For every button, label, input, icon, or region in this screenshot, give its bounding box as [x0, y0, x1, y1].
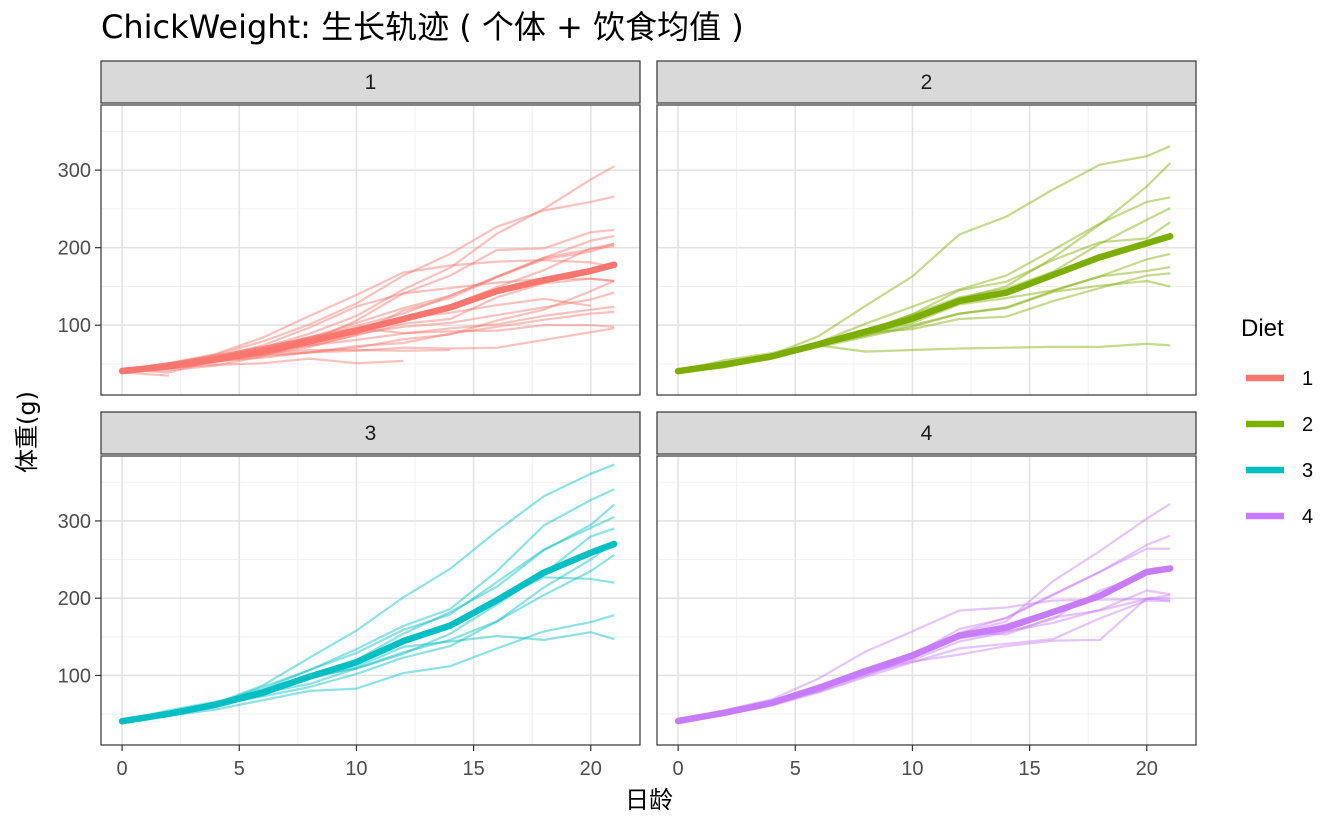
diet-mean-line: [674, 565, 1174, 725]
facet-strip: [100, 411, 641, 455]
x-tick-label: 15: [462, 758, 484, 780]
diet-mean-line: [674, 233, 1174, 375]
panel-border: [656, 455, 1197, 746]
individual-line: [677, 272, 1171, 373]
legend-title: Diet: [1241, 315, 1284, 342]
panel-background: [101, 105, 640, 395]
individual-line: [121, 195, 615, 373]
legend-label: 3: [1302, 460, 1313, 482]
legend-label: 2: [1302, 414, 1313, 436]
facet-strip-label: 4: [921, 422, 933, 445]
panel-background: [657, 105, 1196, 395]
facet-strip-label: 2: [921, 71, 933, 94]
y-tick-label: 300: [58, 160, 91, 182]
individual-line: [677, 597, 1171, 722]
x-axis-title: 日龄: [625, 786, 673, 814]
x-tick-label: 5: [234, 758, 245, 780]
y-axis-ticks: 100 200 300 100 200 300: [58, 160, 101, 687]
facet-panel-1: 1: [100, 60, 641, 396]
panel-border: [100, 455, 641, 746]
x-tick-label: 15: [1018, 758, 1040, 780]
diet-mean-line: [118, 261, 618, 375]
facet-panels: 1 2 3 4: [100, 60, 1197, 746]
x-axis-ticks: 0 5 10 15 20 0 5 10 15 20: [117, 745, 1158, 780]
x-tick-label: 10: [901, 758, 923, 780]
individual-line: [121, 259, 615, 371]
chart-title: ChickWeight: 生长轨迹 ( 个体 + 饮食均值 ): [101, 8, 744, 46]
x-tick-label: 5: [790, 758, 801, 780]
facet-panel-4: 4: [656, 411, 1197, 746]
facet-strip: [100, 60, 641, 104]
panel-background: [101, 456, 640, 745]
y-tick-label: 100: [58, 665, 91, 687]
facet-strip: [656, 411, 1197, 455]
legend-label: 1: [1302, 368, 1313, 390]
x-tick-label: 10: [345, 758, 367, 780]
x-tick-label: 20: [1136, 758, 1158, 780]
panel-background: [657, 456, 1196, 745]
x-tick-label: 20: [580, 758, 602, 780]
x-tick-label: 0: [673, 758, 684, 780]
facet-strip-label: 1: [365, 71, 377, 94]
individual-line: [122, 228, 615, 373]
facet-strip: [656, 60, 1197, 104]
diet-mean-line: [118, 540, 618, 725]
y-tick-label: 200: [58, 588, 91, 610]
y-tick-label: 200: [58, 238, 91, 260]
panel-border: [656, 104, 1197, 396]
y-tick-label: 100: [58, 315, 91, 337]
y-tick-label: 300: [58, 511, 91, 533]
y-axis-title: 体重(g): [13, 391, 41, 473]
facet-panel-3: 3: [100, 411, 641, 746]
x-tick-label: 0: [117, 758, 128, 780]
legend-label: 4: [1302, 506, 1313, 528]
facet-panel-2: 2: [656, 60, 1197, 396]
individual-line: [121, 614, 615, 723]
legend: Diet 1 2 3 4: [1241, 315, 1313, 528]
facet-strip-label: 3: [365, 422, 377, 445]
panel-border: [100, 104, 641, 396]
individual-line: [121, 291, 615, 372]
